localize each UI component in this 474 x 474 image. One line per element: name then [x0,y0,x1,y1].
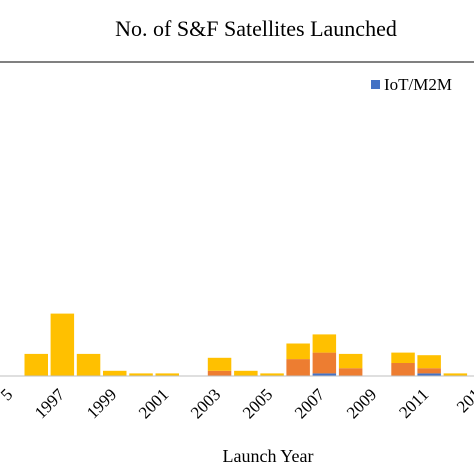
bar-1997-series-2 [24,353,48,376]
bar-2009-series-2 [338,353,363,369]
legend-label-iot-m2m: IoT/M2M [384,75,452,94]
bar-2005-series-2 [234,370,258,376]
x-tick-label-9: 201 [453,385,474,416]
bar-1998-series-2 [50,313,75,376]
bar-2007-series-2 [286,343,310,360]
bar-2000-series-2 [103,370,127,376]
x-tick-label-2: 1999 [83,385,120,422]
bar-2008-series-2 [312,334,337,353]
x-tick-label-1: 1997 [31,385,69,423]
x-tick-label-6: 2007 [291,385,329,423]
bar-2004-series-1 [207,370,232,376]
bar-2011-series-2 [391,352,415,363]
bar-2012-series-1 [417,368,441,374]
x-tick-label-0: 5 [0,385,16,404]
bar-2011-series-1 [391,363,415,376]
x-tick-label-7: 2009 [343,385,380,422]
bar-2008-series-1 [312,352,337,374]
x-tick-label-4: 2003 [187,385,224,422]
bar-2007-series-1 [286,359,310,376]
bar-1999-series-2 [76,353,101,376]
x-tick-label-5: 2005 [239,385,276,422]
bar-2001-series-2 [129,373,153,376]
bar-2008-series-0 [312,373,337,376]
bar-2013-series-2 [443,373,468,376]
x-tick-labels: 5 1997 1999 2001 2003 2005 2007 2009 2011 201 [0,385,474,423]
legend-swatch-iot-m2m [371,80,380,89]
bars-layer [24,313,468,376]
bar-2006-series-2 [260,373,284,376]
x-tick-label-8: 2011 [395,385,432,422]
bar-2009-series-1 [338,368,363,376]
x-axis-label: Launch Year [223,446,314,466]
bar-2012-series-0 [417,373,441,376]
x-tick-label-3: 2001 [135,385,172,422]
chart-title: No. of S&F Satellites Launched [115,16,397,41]
bar-2012-series-2 [417,355,441,369]
bar-2004-series-2 [207,357,232,371]
bar-2002-series-2 [155,373,179,376]
